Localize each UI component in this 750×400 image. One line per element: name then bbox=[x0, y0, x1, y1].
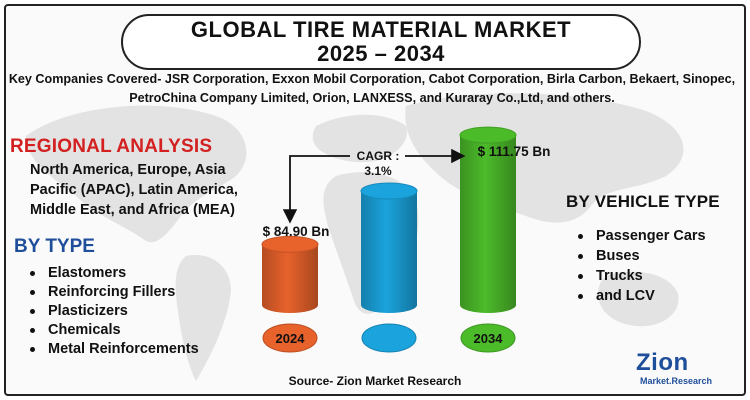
bar-body bbox=[361, 191, 417, 313]
bars-layer: 2024 $ 84.90 Bn 2034 $ 111.75 Bn bbox=[261, 126, 551, 353]
vehicle-item-label: Passenger Cars bbox=[596, 228, 706, 244]
bar-3 bbox=[459, 126, 517, 313]
type-item-label: Chemicals bbox=[48, 322, 121, 338]
map-north-america bbox=[26, 105, 247, 243]
bar-body bbox=[262, 244, 318, 313]
bullet-icon bbox=[578, 253, 583, 259]
category-label: 2024 bbox=[276, 331, 306, 346]
category-label: 2034 bbox=[474, 331, 504, 346]
category-badge bbox=[361, 323, 417, 353]
bar-1 bbox=[261, 235, 319, 313]
regional-analysis-text: North America, Europe, Asia Pacific (APA… bbox=[30, 162, 238, 218]
bullet-icon bbox=[578, 273, 583, 279]
logo-subtext: Market.Research bbox=[640, 376, 713, 386]
bar-top bbox=[360, 182, 418, 200]
bullet-icon bbox=[578, 293, 583, 299]
data-label: $ 111.75 Bn bbox=[478, 144, 551, 159]
title-line-2: 2025 – 2034 bbox=[317, 41, 445, 66]
type-item-label: Metal Reinforcements bbox=[48, 341, 199, 357]
vehicle-item-label: and LCV bbox=[596, 288, 655, 304]
category-badge-shape bbox=[262, 323, 318, 353]
map-australia bbox=[598, 271, 679, 327]
vehicle-item-label: Trucks bbox=[596, 268, 643, 284]
cagr-value: 3.1% bbox=[364, 164, 392, 178]
cagr-annotation: CAGR : 3.1% bbox=[282, 148, 466, 224]
category-badge-shape bbox=[460, 323, 516, 353]
bullet-icon bbox=[30, 347, 35, 352]
bar-2 bbox=[360, 182, 418, 313]
regional-analysis-heading: REGIONAL ANALYSIS bbox=[10, 136, 213, 157]
source-text: Source- Zion Market Research bbox=[288, 374, 462, 388]
bar-top bbox=[459, 126, 517, 144]
bar-top bbox=[261, 235, 319, 253]
category-badge: 2024 bbox=[262, 323, 318, 353]
by-type-list: Elastomers Reinforcing Fillers Plasticiz… bbox=[30, 264, 199, 359]
list-item: Trucks bbox=[578, 266, 706, 286]
cagr-arrow-left bbox=[282, 155, 350, 224]
bullet-icon bbox=[578, 233, 583, 239]
key-companies-text: Key Companies Covered- JSR Corporation, … bbox=[8, 72, 736, 105]
bullet-icon bbox=[30, 309, 35, 314]
list-item: Buses bbox=[578, 246, 706, 266]
list-item: Plasticizers bbox=[30, 302, 199, 321]
by-vehicle-type-list: Passenger Cars Buses Trucks and LCV bbox=[578, 226, 706, 306]
list-item: and LCV bbox=[578, 286, 706, 306]
type-item-label: Elastomers bbox=[48, 265, 127, 281]
cagr-label: CAGR : bbox=[357, 149, 400, 163]
map-south-america bbox=[175, 255, 231, 381]
list-item: Elastomers bbox=[30, 264, 199, 283]
bullet-icon bbox=[30, 290, 35, 295]
list-item: Passenger Cars bbox=[578, 226, 706, 246]
list-item: Chemicals bbox=[30, 321, 199, 340]
list-item: Reinforcing Fillers bbox=[30, 283, 199, 302]
bar-body bbox=[460, 135, 516, 313]
category-badge-shape bbox=[361, 323, 417, 353]
type-item-label: Reinforcing Fillers bbox=[48, 284, 176, 300]
zion-logo: Zion Market.Research bbox=[636, 349, 712, 390]
type-item-label: Plasticizers bbox=[48, 303, 128, 319]
title-line-1: GLOBAL TIRE MATERIAL MARKET bbox=[190, 17, 572, 42]
data-label: $ 84.90 Bn bbox=[263, 224, 330, 239]
category-badge: 2034 bbox=[460, 323, 516, 353]
title-box: GLOBAL TIRE MATERIAL MARKET 2025 – 2034 bbox=[121, 14, 641, 70]
by-type-heading: BY TYPE bbox=[14, 236, 95, 257]
logo-wordmark: Zion bbox=[636, 349, 689, 376]
bullet-icon bbox=[30, 271, 35, 276]
by-vehicle-type-heading: BY VEHICLE TYPE bbox=[566, 192, 720, 211]
vehicle-item-label: Buses bbox=[596, 248, 640, 264]
bullet-icon bbox=[30, 328, 35, 333]
list-item: Metal Reinforcements bbox=[30, 340, 199, 359]
map-europe bbox=[312, 114, 407, 163]
